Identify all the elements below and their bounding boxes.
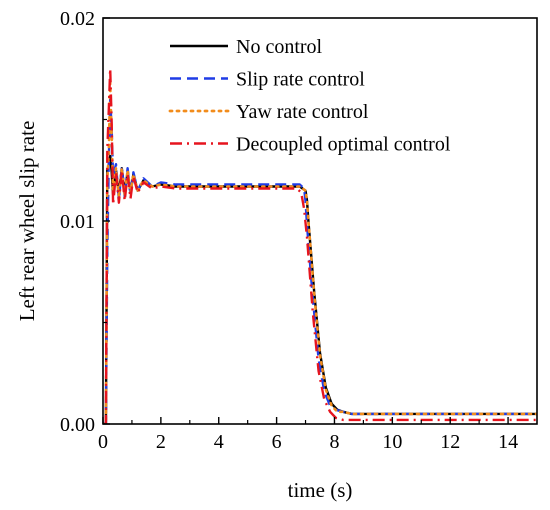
x-tick-label: 2 [156, 431, 166, 453]
x-tick-label: 14 [498, 431, 518, 453]
x-tick-label: 12 [440, 431, 460, 453]
y-axis-title: Left rear wheel slip rate [15, 121, 39, 322]
series-line [103, 154, 537, 424]
x-tick-label: 4 [214, 431, 224, 453]
legend-label: Decoupled optimal control [236, 134, 451, 156]
x-tick-label: 0 [98, 431, 108, 453]
y-tick-label: 0.00 [60, 414, 95, 436]
legend-label: Yaw rate control [236, 101, 369, 123]
y-tick-label: 0.01 [60, 211, 95, 233]
ticks-layer: 0 2 4 6 8 10 12 14 0.00 0.01 0.02 [60, 8, 518, 453]
x-tick-label: 10 [382, 431, 402, 453]
y-tick-label: 0.02 [60, 8, 95, 30]
series-line [103, 67, 537, 424]
x-tick-label: 6 [272, 431, 282, 453]
x-axis-title: time (s) [288, 478, 353, 502]
series-layer [103, 67, 537, 424]
legend-label: Slip rate control [236, 69, 365, 91]
legend-label: No control [236, 36, 323, 58]
legend: No control Slip rate control Yaw rate cont… [168, 36, 451, 156]
x-tick-label: 8 [329, 431, 339, 453]
